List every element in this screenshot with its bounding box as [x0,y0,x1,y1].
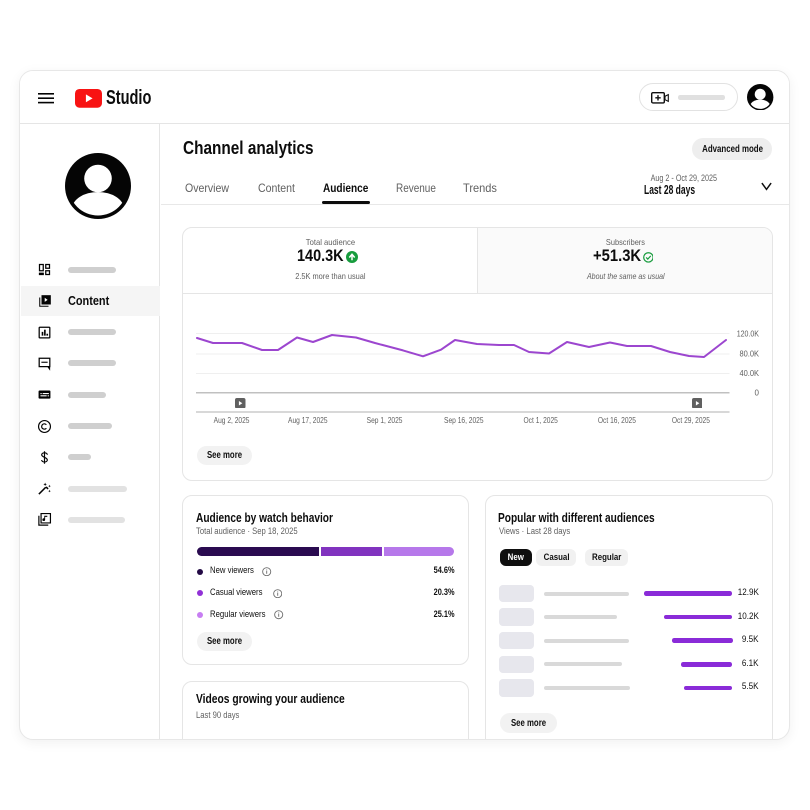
svg-text:80.0K: 80.0K [740,350,760,359]
svg-text:120.0K: 120.0K [737,330,760,339]
svg-text:0: 0 [755,389,760,398]
svg-text:40.0K: 40.0K [740,369,760,378]
